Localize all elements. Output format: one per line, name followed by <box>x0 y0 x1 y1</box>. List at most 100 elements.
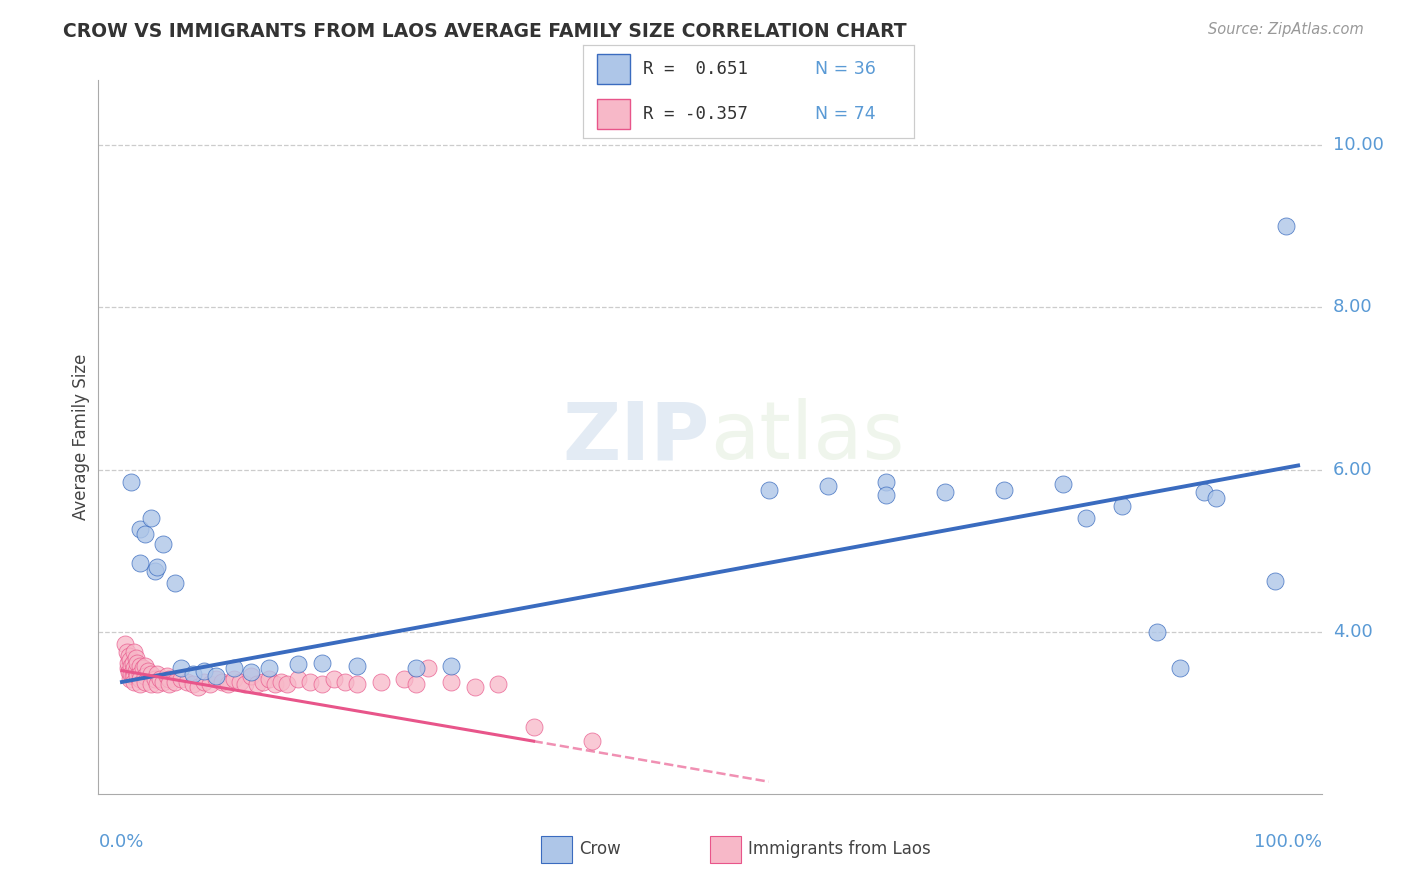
Point <box>170 661 193 675</box>
Point <box>1146 624 1168 639</box>
Point <box>118 648 141 663</box>
Point <box>121 656 143 670</box>
Point <box>120 672 142 686</box>
Point <box>222 661 245 675</box>
Point <box>128 672 150 686</box>
Point <box>125 664 148 678</box>
Point <box>134 527 156 541</box>
Point <box>193 675 215 690</box>
Point <box>128 658 150 673</box>
Point <box>394 672 416 686</box>
Point <box>181 666 204 681</box>
Text: 6.00: 6.00 <box>1333 460 1372 478</box>
Point <box>122 645 145 659</box>
Point <box>127 656 149 670</box>
Point <box>287 657 309 672</box>
Point <box>523 720 546 734</box>
Point <box>235 677 257 691</box>
Point <box>163 675 186 690</box>
Point <box>157 672 180 686</box>
Point <box>1076 511 1098 525</box>
Point <box>205 669 228 683</box>
Point <box>263 677 285 691</box>
Point <box>134 658 156 673</box>
Text: Crow: Crow <box>579 840 621 858</box>
Point <box>270 675 292 690</box>
Point <box>128 677 150 691</box>
Bar <box>596 99 630 129</box>
Point <box>141 677 163 691</box>
Text: 0.0%: 0.0% <box>98 833 143 851</box>
Point <box>252 675 274 690</box>
Point <box>122 669 145 683</box>
Point <box>222 672 245 686</box>
Text: 4.00: 4.00 <box>1333 623 1372 640</box>
Point <box>205 672 228 686</box>
Point <box>120 658 142 673</box>
Point <box>143 564 166 578</box>
Point <box>146 666 169 681</box>
Point <box>416 661 439 675</box>
Point <box>193 664 215 678</box>
Point <box>152 537 174 551</box>
Point <box>370 675 392 690</box>
Point <box>120 475 142 489</box>
Point <box>287 672 309 686</box>
Point <box>335 675 357 690</box>
Point <box>1192 485 1215 500</box>
Text: Immigrants from Laos: Immigrants from Laos <box>748 840 931 858</box>
Point <box>228 675 250 690</box>
Point <box>875 488 897 502</box>
Text: Source: ZipAtlas.com: Source: ZipAtlas.com <box>1208 22 1364 37</box>
Point <box>143 672 166 686</box>
Point <box>114 637 136 651</box>
Point <box>128 666 150 681</box>
Point <box>170 672 193 686</box>
Point <box>115 645 138 659</box>
Point <box>152 675 174 690</box>
Point <box>141 666 163 681</box>
Point <box>817 479 839 493</box>
Point <box>187 680 209 694</box>
Point <box>176 675 198 690</box>
Point <box>128 522 150 536</box>
Point <box>1275 219 1298 234</box>
Point <box>464 680 486 694</box>
Point <box>122 661 145 675</box>
Point <box>120 666 142 681</box>
Point <box>346 658 368 673</box>
Text: ZIP: ZIP <box>562 398 710 476</box>
Point <box>322 672 344 686</box>
Point <box>758 483 780 497</box>
Point <box>311 656 333 670</box>
Point <box>163 576 186 591</box>
Text: R =  0.651: R = 0.651 <box>643 60 748 78</box>
Point <box>1052 477 1074 491</box>
Point <box>128 556 150 570</box>
Point <box>134 669 156 683</box>
Point <box>217 677 239 691</box>
Y-axis label: Average Family Size: Average Family Size <box>72 354 90 520</box>
Text: 100.0%: 100.0% <box>1254 833 1322 851</box>
Point <box>141 511 163 525</box>
Point <box>132 661 155 675</box>
Point <box>486 677 509 691</box>
Point <box>121 669 143 683</box>
Bar <box>596 54 630 84</box>
Point <box>240 669 263 683</box>
Point <box>125 650 148 665</box>
Point <box>117 656 139 670</box>
Point <box>257 661 280 675</box>
Point <box>240 665 263 680</box>
Point <box>440 658 463 673</box>
Point <box>149 672 172 686</box>
Point <box>198 677 221 691</box>
Point <box>157 677 180 691</box>
Point <box>311 677 333 691</box>
Point <box>993 483 1015 497</box>
Point <box>127 669 149 683</box>
Point <box>1264 574 1286 589</box>
Point <box>246 677 269 691</box>
Point <box>1170 661 1192 675</box>
Point <box>146 677 169 691</box>
